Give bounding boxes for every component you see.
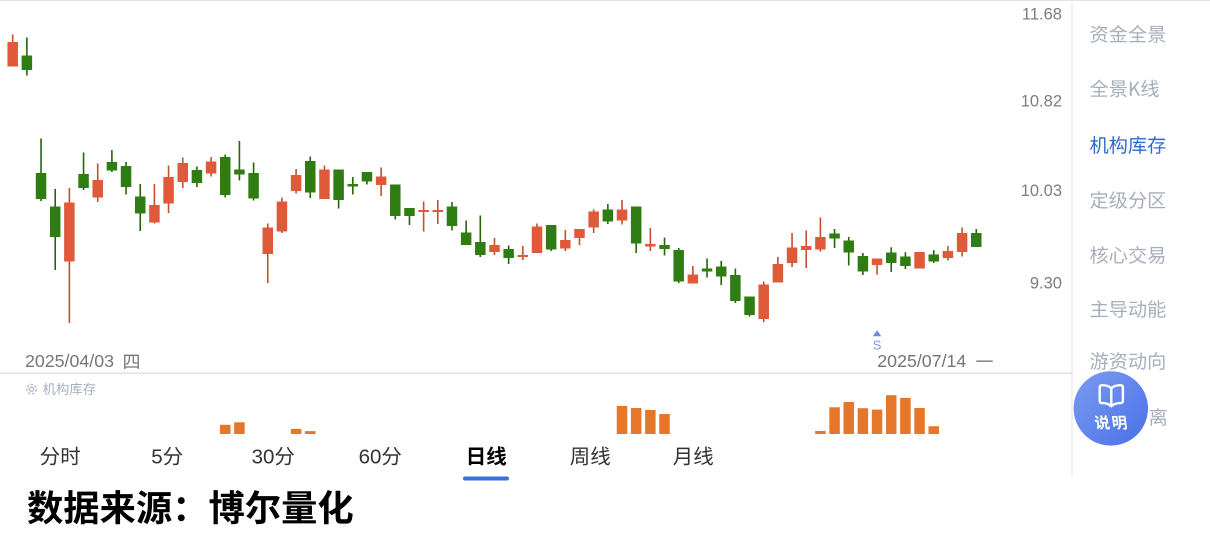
svg-text:2025/04/03: 2025/04/03	[25, 351, 114, 371]
svg-text:5: 5	[151, 445, 162, 468]
svg-text:10.03: 10.03	[1021, 182, 1062, 200]
svg-text:2025/07/14: 2025/07/14	[877, 351, 966, 371]
svg-text:60: 60	[359, 445, 382, 468]
svg-text:10.82: 10.82	[1021, 93, 1062, 111]
svg-text:30: 30	[252, 445, 275, 468]
svg-text:S: S	[873, 338, 882, 353]
svg-text:9.30: 9.30	[1030, 275, 1062, 293]
svg-text:11.68: 11.68	[1022, 6, 1062, 24]
